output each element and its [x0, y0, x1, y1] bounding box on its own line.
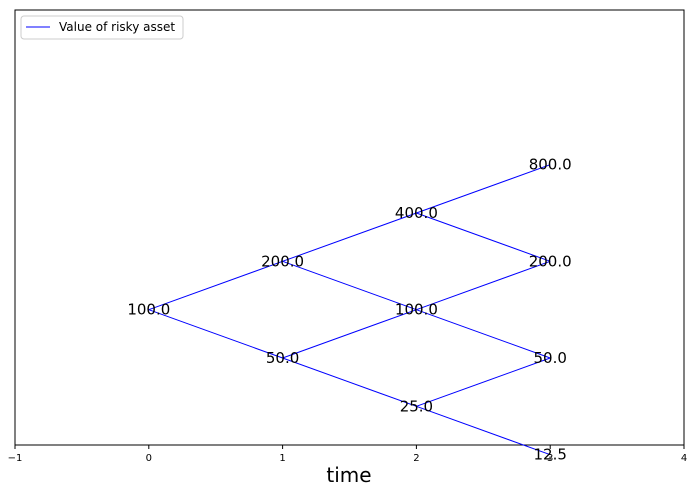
- node-value-label: 50.0: [533, 349, 566, 367]
- node-value-label: 100.0: [395, 301, 438, 319]
- tree-edge: [148, 309, 283, 359]
- tree-edge: [416, 357, 551, 407]
- node-value-label: 200.0: [261, 252, 304, 270]
- node-value-label: 50.0: [266, 349, 299, 367]
- node-value-label: 100.0: [127, 301, 170, 319]
- tree-edge: [416, 212, 551, 262]
- tree-edge: [282, 309, 417, 359]
- tree-edge: [416, 260, 551, 311]
- x-axis-label: time: [326, 463, 371, 487]
- tree-edge: [416, 164, 551, 214]
- x-axis-ticks: −1 0 1 2 3 4: [8, 445, 687, 464]
- x-tick-label: 1: [279, 453, 285, 464]
- tree-edge: [282, 357, 417, 407]
- legend: Value of risky asset: [20, 15, 184, 40]
- node-value-label: 200.0: [529, 252, 572, 270]
- legend-box: [20, 15, 184, 40]
- node-labels: 100.0 200.0 50.0 400.0 100.0 25.0 800.0 200.0 50…: [127, 156, 571, 464]
- node-value-label: 12.5: [533, 446, 566, 464]
- x-tick-label: 3: [547, 453, 553, 464]
- tree-edge: [416, 405, 551, 456]
- tree-edge: [416, 309, 551, 359]
- tree-edge: [282, 260, 417, 311]
- x-tick-label: −1: [8, 453, 23, 464]
- tree-edge: [282, 212, 417, 262]
- legend-label: Value of risky asset: [59, 20, 175, 34]
- x-tick-label: 2: [413, 453, 419, 464]
- plot-area: [14, 9, 685, 446]
- node-value-label: 800.0: [529, 156, 572, 174]
- x-tick-label: 0: [146, 453, 152, 464]
- tree-edges: [148, 164, 551, 456]
- x-tick-label: 4: [681, 453, 687, 464]
- tree-edge: [148, 260, 283, 311]
- node-value-label: 25.0: [400, 397, 433, 415]
- node-value-label: 400.0: [395, 204, 438, 222]
